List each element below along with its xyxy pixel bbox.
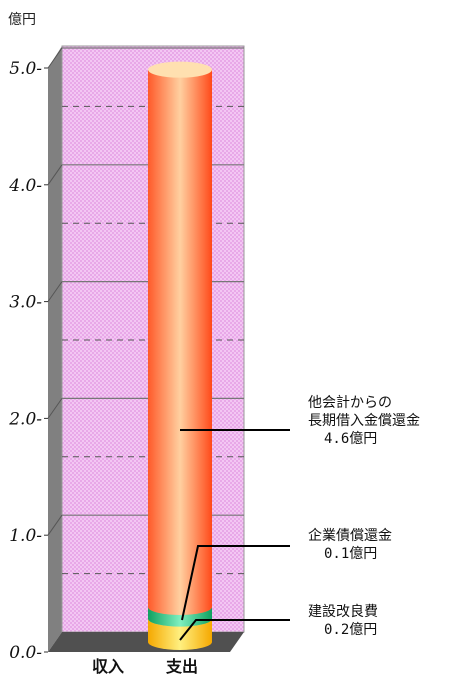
- y-unit-label: 億円: [8, 12, 36, 28]
- annotation-debt-value: 0.1億円: [324, 546, 377, 562]
- y-tick-label: 3.0-: [9, 293, 42, 313]
- bar-segment-2: [148, 61, 212, 615]
- annotation-improve: 建設改良費 0.2億円: [179, 604, 378, 641]
- y-tick-label: 0.0-: [9, 643, 42, 663]
- annotation-main-line1: 他会計からの: [308, 395, 392, 411]
- annotation-main-value: 4.6億円: [324, 431, 377, 447]
- left-wall: [48, 46, 62, 652]
- gridline-diagonal: [47, 47, 63, 69]
- bar-cap: [148, 61, 212, 78]
- annotation-debt-name: 企業債償還金: [308, 527, 392, 544]
- annotation-improve-name: 建設改良費: [308, 604, 378, 620]
- bar-body: [148, 618, 212, 650]
- y-tick-label: 2.0-: [8, 409, 42, 429]
- gridline-diagonal: [47, 514, 63, 536]
- annotation-improve-value: 0.2億円: [324, 622, 377, 638]
- bars: [148, 61, 212, 650]
- gridline-diagonal: [47, 398, 63, 419]
- y-tick-label: 4.0-: [8, 176, 42, 196]
- gridline-diagonal: [47, 164, 63, 186]
- y-tick-label: 5.0-: [9, 59, 42, 79]
- annotation-main: 他会計からの 長期借入金償還金 4.6億円: [180, 395, 420, 447]
- category-label-expenditure: 支出: [165, 657, 198, 674]
- annotation-main-line2: 長期借入金償還金: [308, 413, 420, 429]
- annotation-debt-leader: [181, 545, 290, 621]
- annotation-improve-leader: [179, 619, 290, 641]
- y-axis-ticks: 0.0- 1.0- 2.0- 3.0- 4.0- 5.0-: [8, 59, 48, 663]
- bar-body: [148, 69, 212, 615]
- gridline-diagonal: [47, 281, 63, 302]
- annotation-debt: 企業債償還金 0.1億円: [181, 527, 392, 621]
- category-label-income: 収入: [92, 657, 124, 674]
- y-tick-label: 1.0-: [9, 526, 42, 546]
- floor: [48, 632, 244, 652]
